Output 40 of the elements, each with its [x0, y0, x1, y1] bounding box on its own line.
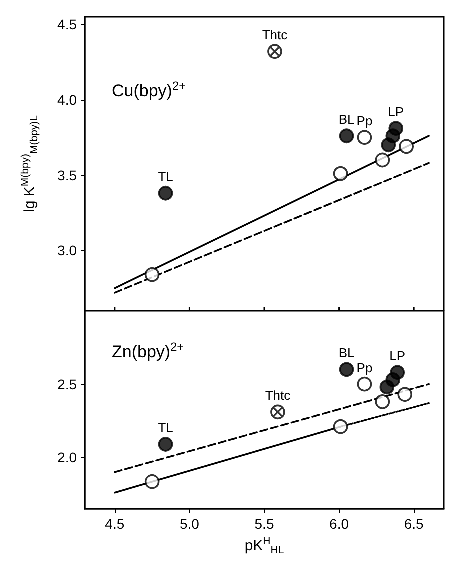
y-tick-label: 4.5 — [58, 16, 78, 33]
annotation: Thtc — [265, 388, 292, 404]
point — [375, 394, 390, 410]
annotation: LP — [388, 104, 404, 120]
annotation: BL — [338, 112, 355, 128]
point — [268, 44, 282, 60]
annotation: Pp — [356, 360, 373, 376]
x-tick-label: 6.0 — [330, 516, 350, 532]
point — [339, 362, 354, 378]
annotation: Thtc — [262, 28, 288, 43]
point — [388, 121, 404, 136]
x-tick-label: 6.5 — [404, 516, 424, 532]
point — [158, 186, 174, 201]
point — [333, 166, 348, 182]
point — [357, 376, 372, 392]
y-tick-label: 2.0 — [58, 450, 78, 466]
point — [333, 419, 348, 434]
y-tick-label: 4.0 — [58, 92, 78, 108]
point — [144, 267, 160, 282]
point — [375, 152, 390, 168]
point — [398, 387, 413, 402]
annotation: TL — [158, 169, 174, 184]
y-tick-label: 3.5 — [58, 167, 78, 184]
point — [390, 365, 406, 380]
x-tick-label: 5.5 — [254, 516, 274, 532]
annotation: LP — [390, 348, 406, 364]
x-tick-label: 4.5 — [105, 516, 125, 532]
point — [399, 139, 414, 154]
y-axis-title: lg KM(bpy)M(bpy)L — [20, 115, 40, 213]
point — [158, 437, 174, 452]
point — [144, 474, 160, 490]
point — [357, 130, 372, 146]
y-tick-label: 2.5 — [58, 376, 78, 392]
point — [339, 128, 354, 144]
annotation: BL — [338, 346, 355, 361]
annotation: TL — [158, 420, 174, 436]
x-tick-label: 5.0 — [180, 516, 200, 532]
point — [270, 404, 286, 420]
y-tick-label: 3.0 — [58, 242, 78, 259]
annotation: Pp — [356, 114, 373, 129]
